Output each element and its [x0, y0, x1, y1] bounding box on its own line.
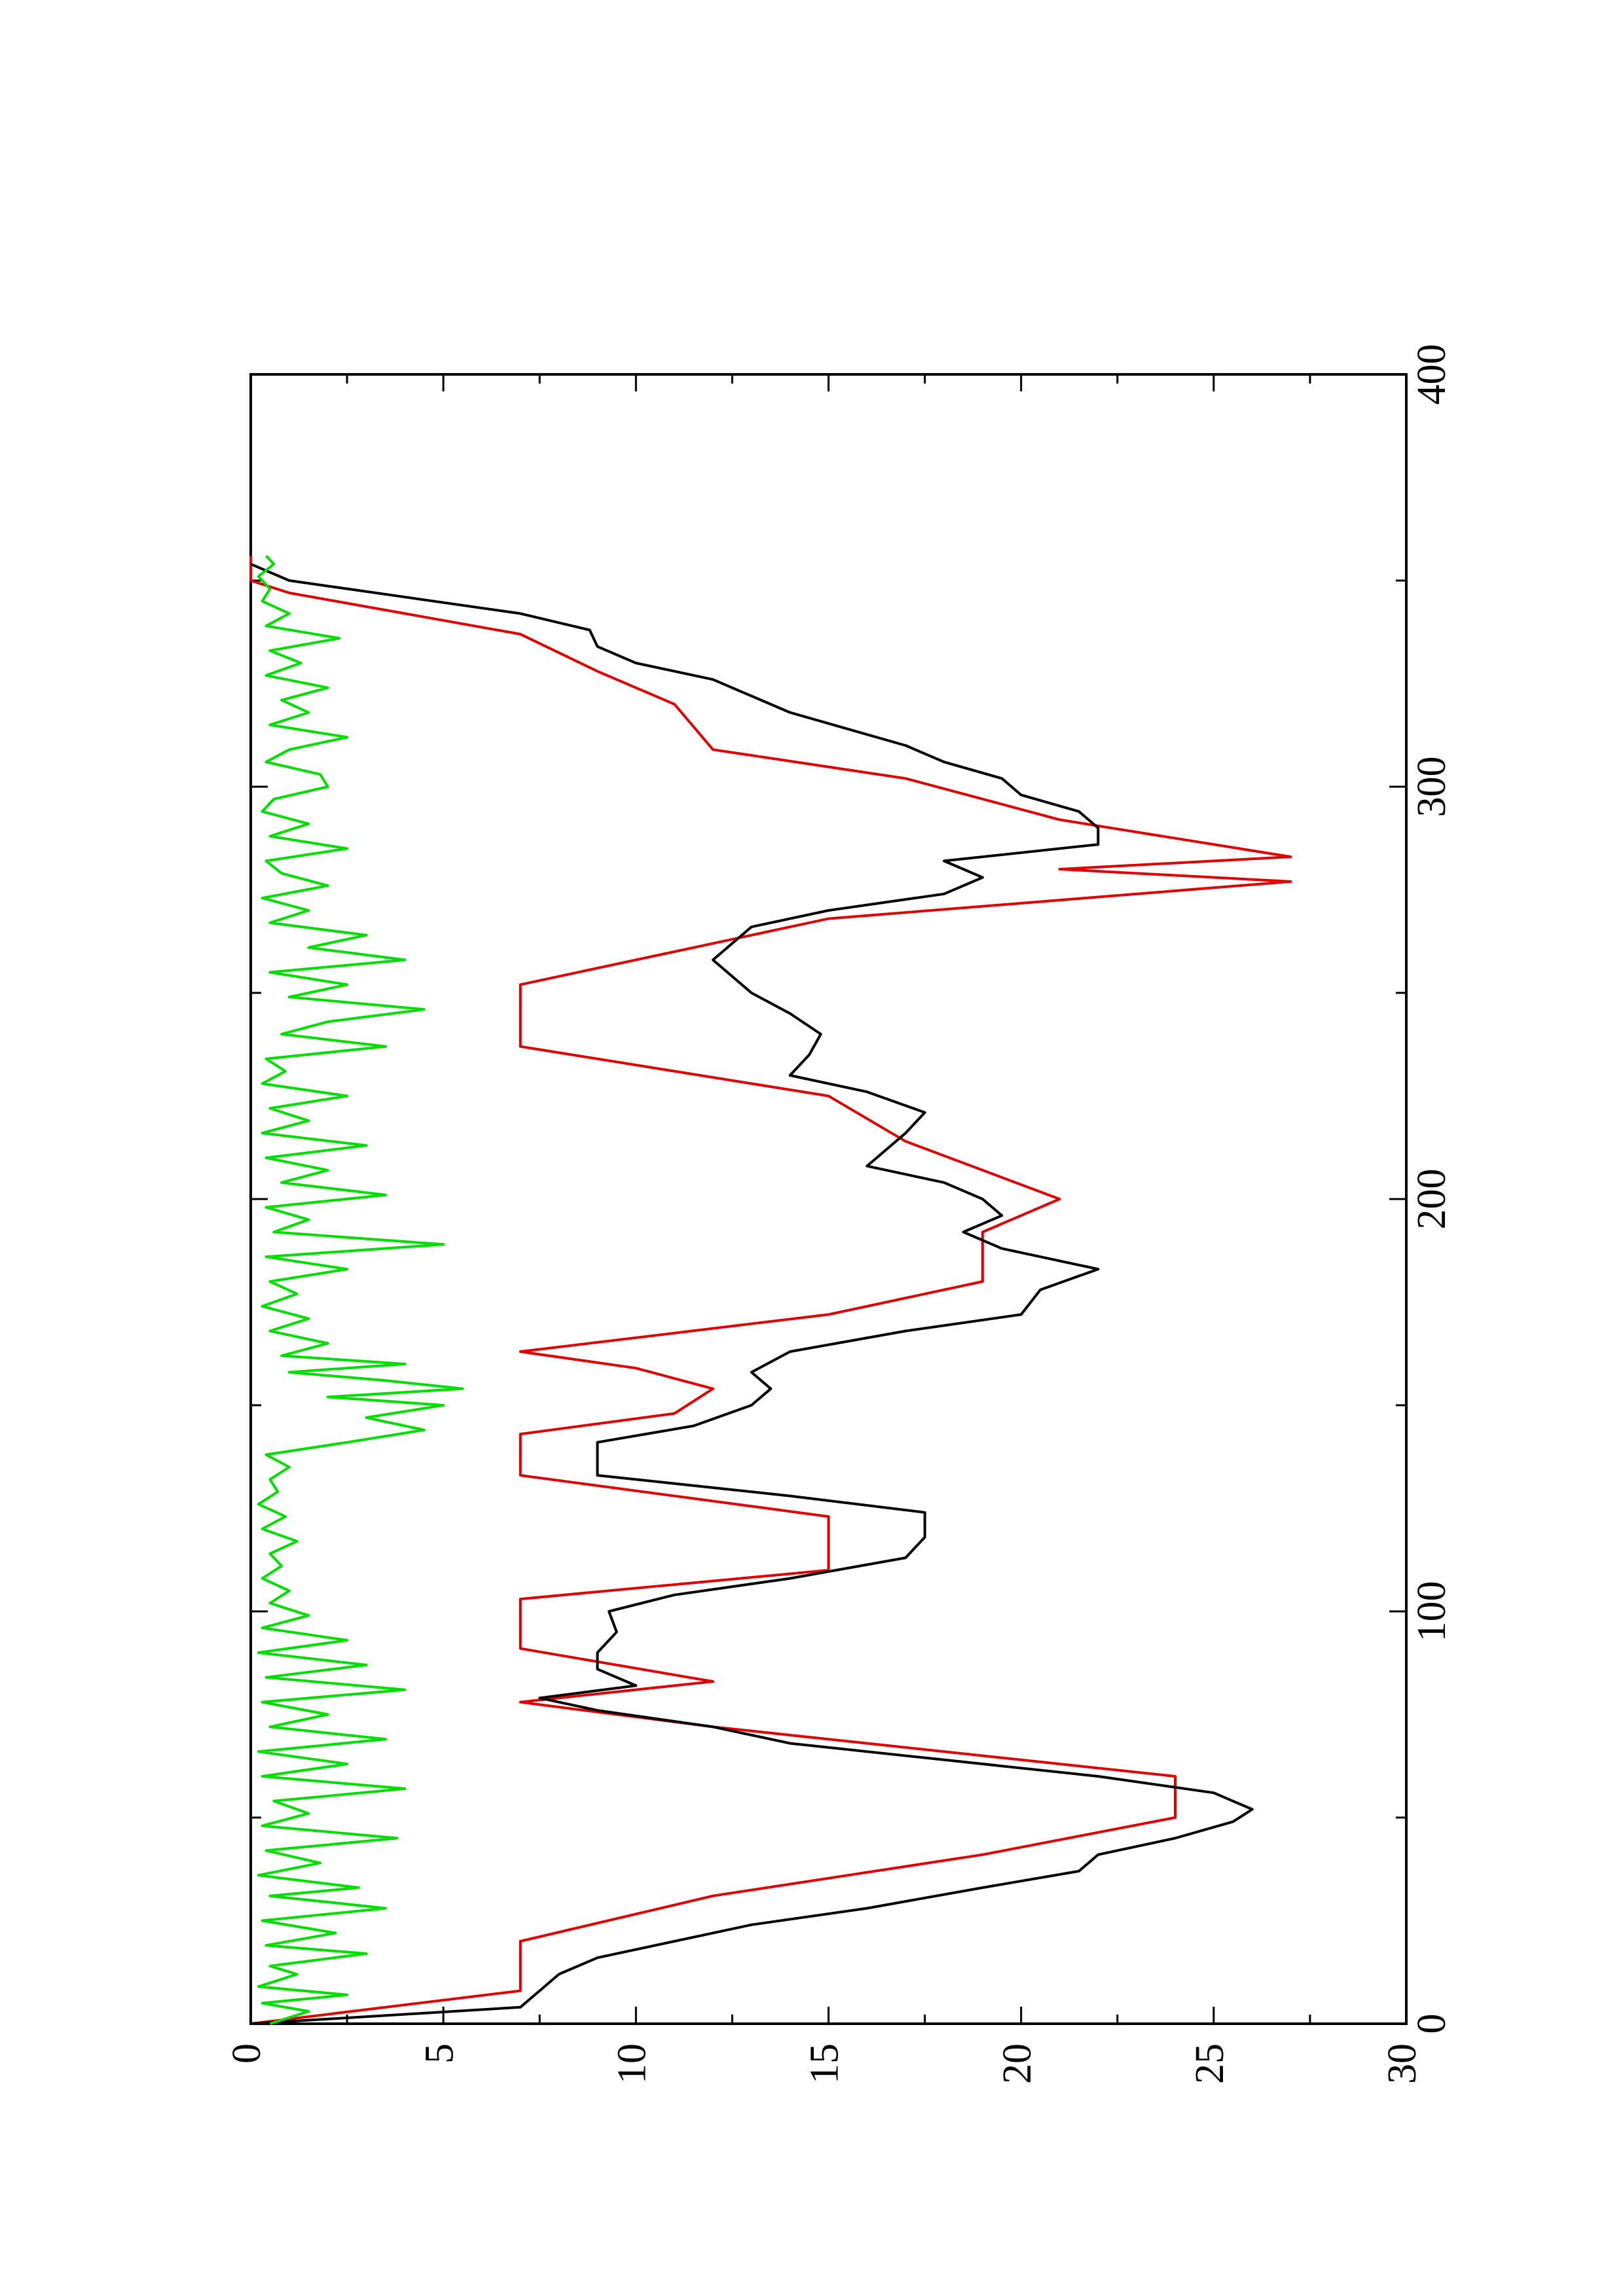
x-tick-label: 200	[1410, 1169, 1454, 1230]
green-series-line	[257, 554, 464, 2025]
y-tick-label: 10	[610, 2043, 655, 2084]
plot-frame	[249, 373, 1408, 2025]
y-tick-label: 15	[803, 2043, 847, 2084]
red-series-line	[249, 556, 1292, 2025]
x-tick-label: 0	[1410, 2014, 1454, 2034]
y-tick-label: 25	[1188, 2043, 1232, 2084]
y-tick-label: 30	[1380, 2043, 1425, 2084]
series-lines	[249, 554, 1292, 2025]
x-tick-label: 300	[1410, 757, 1454, 817]
x-tick-label: 100	[1410, 1581, 1454, 1642]
tick-marks	[249, 373, 1408, 2025]
y-tick-label: 0	[225, 2043, 269, 2064]
y-tick-label: 5	[417, 2043, 462, 2064]
black-series-line	[250, 562, 1254, 2025]
x-tick-label: 400	[1410, 344, 1454, 405]
y-tick-label: 20	[995, 2043, 1040, 2084]
